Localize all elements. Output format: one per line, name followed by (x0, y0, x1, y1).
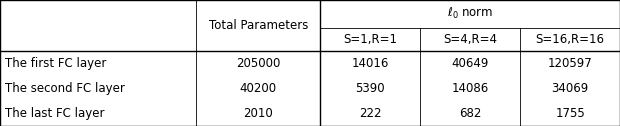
Text: Total Parameters: Total Parameters (209, 19, 308, 32)
Text: 682: 682 (459, 107, 481, 120)
Text: 40649: 40649 (451, 57, 489, 70)
Text: 2010: 2010 (244, 107, 273, 120)
Text: The last FC layer: The last FC layer (5, 107, 105, 120)
Text: 205000: 205000 (236, 57, 280, 70)
Text: The first FC layer: The first FC layer (5, 57, 107, 70)
Text: 34069: 34069 (551, 82, 588, 95)
Text: S=1,R=1: S=1,R=1 (343, 33, 397, 46)
Text: The second FC layer: The second FC layer (5, 82, 125, 95)
Text: 14016: 14016 (352, 57, 389, 70)
Text: 222: 222 (359, 107, 381, 120)
Text: 40200: 40200 (240, 82, 277, 95)
Text: S=16,R=16: S=16,R=16 (536, 33, 604, 46)
Text: S=4,R=4: S=4,R=4 (443, 33, 497, 46)
Text: $\ell_0$ norm: $\ell_0$ norm (447, 6, 494, 21)
Text: 14086: 14086 (451, 82, 489, 95)
Text: 5390: 5390 (355, 82, 385, 95)
Text: 1755: 1755 (555, 107, 585, 120)
Text: 120597: 120597 (547, 57, 593, 70)
